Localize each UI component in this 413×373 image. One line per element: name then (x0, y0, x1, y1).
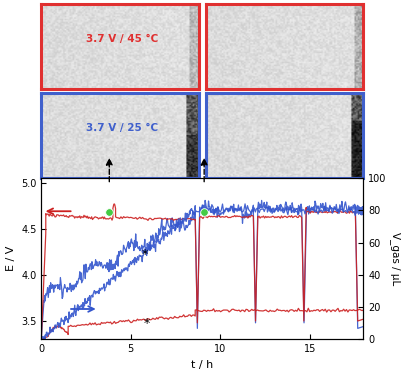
Y-axis label: E / V: E / V (5, 246, 16, 272)
X-axis label: t / h: t / h (191, 360, 214, 370)
Y-axis label: V_gas / μL: V_gas / μL (389, 232, 401, 285)
Text: 3.7 V / 25 °C: 3.7 V / 25 °C (85, 123, 158, 133)
Text: *: * (142, 248, 148, 261)
Text: 3.7 V / 45 °C: 3.7 V / 45 °C (85, 34, 158, 44)
Text: *: * (144, 317, 150, 330)
